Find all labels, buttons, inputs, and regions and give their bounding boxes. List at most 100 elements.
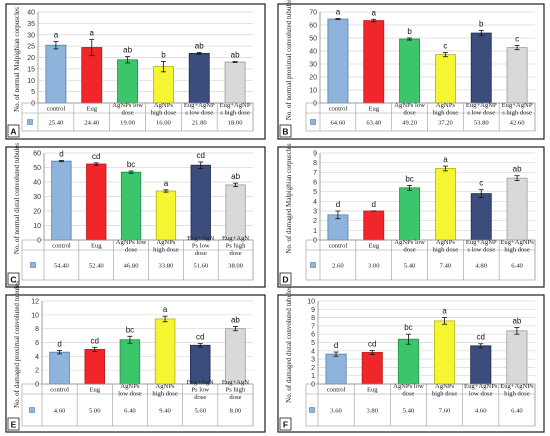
- value-label: 6.40: [511, 263, 523, 270]
- category-label-line: dose: [194, 394, 206, 401]
- y-tick-label: 50: [33, 165, 41, 172]
- bar-6: [506, 177, 528, 241]
- value-label: 63.40: [366, 120, 382, 127]
- category-label-line: Ps low: [192, 243, 210, 250]
- bar-2: [361, 352, 383, 385]
- value-label: 3.60: [330, 408, 342, 415]
- panel-letter-box: [7, 124, 20, 138]
- value-label: 5.40: [403, 408, 415, 415]
- category-label-line: Eug+AgNP: [466, 239, 497, 246]
- y-tick-label: 8: [311, 315, 315, 322]
- value-label: 16.00: [156, 120, 172, 127]
- category-label: Eug+AgNP s low dose: [184, 102, 215, 117]
- category-label: control: [327, 387, 346, 394]
- significance-letter: a: [164, 179, 169, 188]
- category-label: AgNPs high dose: [151, 102, 177, 117]
- value-label: 7.60: [439, 408, 451, 415]
- value-label: 6.40: [124, 408, 136, 415]
- y-tick-label: 0: [37, 238, 41, 245]
- bar-1: [51, 160, 72, 241]
- category-label-line: Eug+AgN: [187, 235, 214, 242]
- category-label-line: s low dose: [185, 109, 213, 116]
- category-label: AgNPs low dose: [118, 383, 142, 398]
- y-tick-label: 20: [33, 209, 41, 216]
- value-label: 52.40: [89, 263, 105, 270]
- legend-swatch: [310, 262, 316, 268]
- y-tick-label: 10: [307, 299, 315, 306]
- y-tick-label: 5: [313, 189, 317, 196]
- category-label: AgNPs high dose: [152, 383, 178, 398]
- bar-3: [117, 59, 139, 104]
- y-tick-label: 30: [33, 194, 41, 201]
- category-label: Eug: [368, 243, 379, 250]
- y-tick-label: 1: [311, 373, 315, 380]
- category-label-line: s low dose: [467, 109, 495, 116]
- category-label-line: dose: [125, 246, 137, 253]
- category-label-line: dose: [122, 109, 134, 116]
- bar-3: [119, 339, 141, 385]
- panel-letter-box: [279, 124, 292, 138]
- category-label-line: Eug+AgNP: [466, 102, 497, 109]
- legend-swatch: [309, 407, 315, 413]
- value-label: 5.40: [404, 263, 416, 270]
- significance-letter: ab: [513, 165, 522, 174]
- y-tick-label: 2: [35, 368, 39, 375]
- significance-letter: cd: [92, 152, 100, 161]
- category-label: AgNPs low dose: [112, 102, 143, 117]
- y-tick-label: 1: [313, 228, 317, 235]
- category-label-line: control: [329, 243, 348, 250]
- category-label-line: Eug+AgN: [187, 379, 214, 386]
- chart-panel-a: 0 5 10 15 20 25 30 35 40 No. of normal Malpighian…: [5, 3, 266, 140]
- category-label: AgNPs low dose: [393, 383, 424, 398]
- y-tick-label: 10: [33, 223, 41, 230]
- category-label-line: AgNPs low: [393, 383, 424, 390]
- legend-swatch: [29, 407, 35, 413]
- significance-letter: ab: [231, 316, 240, 325]
- y-tick-label: 10: [31, 312, 39, 319]
- bar-1: [45, 44, 67, 104]
- category-label-line: high dose: [433, 246, 459, 253]
- category-label-line: Ps high: [226, 243, 246, 250]
- y-tick-label: 3: [311, 357, 315, 364]
- value-label: 46.80: [124, 263, 140, 270]
- category-label-line: AgNPs low: [116, 239, 147, 246]
- category-label-line: high dose: [504, 246, 530, 253]
- category-label-line: low dose: [469, 390, 493, 397]
- value-label: 24.40: [84, 120, 100, 127]
- y-tick-label: 20: [27, 55, 35, 62]
- category-label-line: Eug+AgNP: [502, 102, 533, 109]
- category-label-line: Eug: [86, 106, 97, 113]
- y-tick-label: 0: [311, 382, 315, 389]
- panel-letter-box: [7, 417, 20, 431]
- category-label: Eug: [89, 387, 100, 394]
- value-label: 64.60: [330, 120, 346, 127]
- y-tick-label: 9: [313, 151, 317, 158]
- y-axis-title: No. of damaged Malpighian corpuscles: [285, 143, 293, 253]
- bar-3: [397, 338, 419, 385]
- significance-letter: c: [515, 35, 519, 44]
- value-label: 5.00: [89, 408, 101, 415]
- significance-letter: cd: [197, 151, 205, 160]
- category-label-line: Eug+AgNPs: [500, 239, 534, 246]
- value-label: 3.00: [368, 263, 380, 270]
- category-label-line: dose: [229, 394, 241, 401]
- category-label-line: Eug: [91, 243, 102, 250]
- value-label: 4.60: [54, 408, 66, 415]
- value-label: 4.60: [475, 408, 487, 415]
- bar-4: [155, 190, 177, 241]
- panel-letter: E: [11, 420, 17, 430]
- category-label-line: dose: [230, 250, 242, 257]
- category-label: Eug+AgNP s low dose: [466, 102, 497, 117]
- panel-letter: A: [10, 127, 16, 137]
- y-tick-label: 0: [313, 238, 317, 245]
- category-label-line: high dose: [153, 246, 179, 253]
- bar-4: [154, 318, 176, 385]
- category-label: Eug+AgNPs high dose: [500, 239, 534, 254]
- value-label: 42.60: [510, 120, 526, 127]
- category-label: Eug+AgN Ps low dose: [187, 235, 214, 257]
- value-label: 51.60: [193, 263, 209, 270]
- y-tick-label: 7: [313, 170, 317, 177]
- significance-letter: a: [163, 305, 168, 314]
- bar-5: [470, 193, 492, 241]
